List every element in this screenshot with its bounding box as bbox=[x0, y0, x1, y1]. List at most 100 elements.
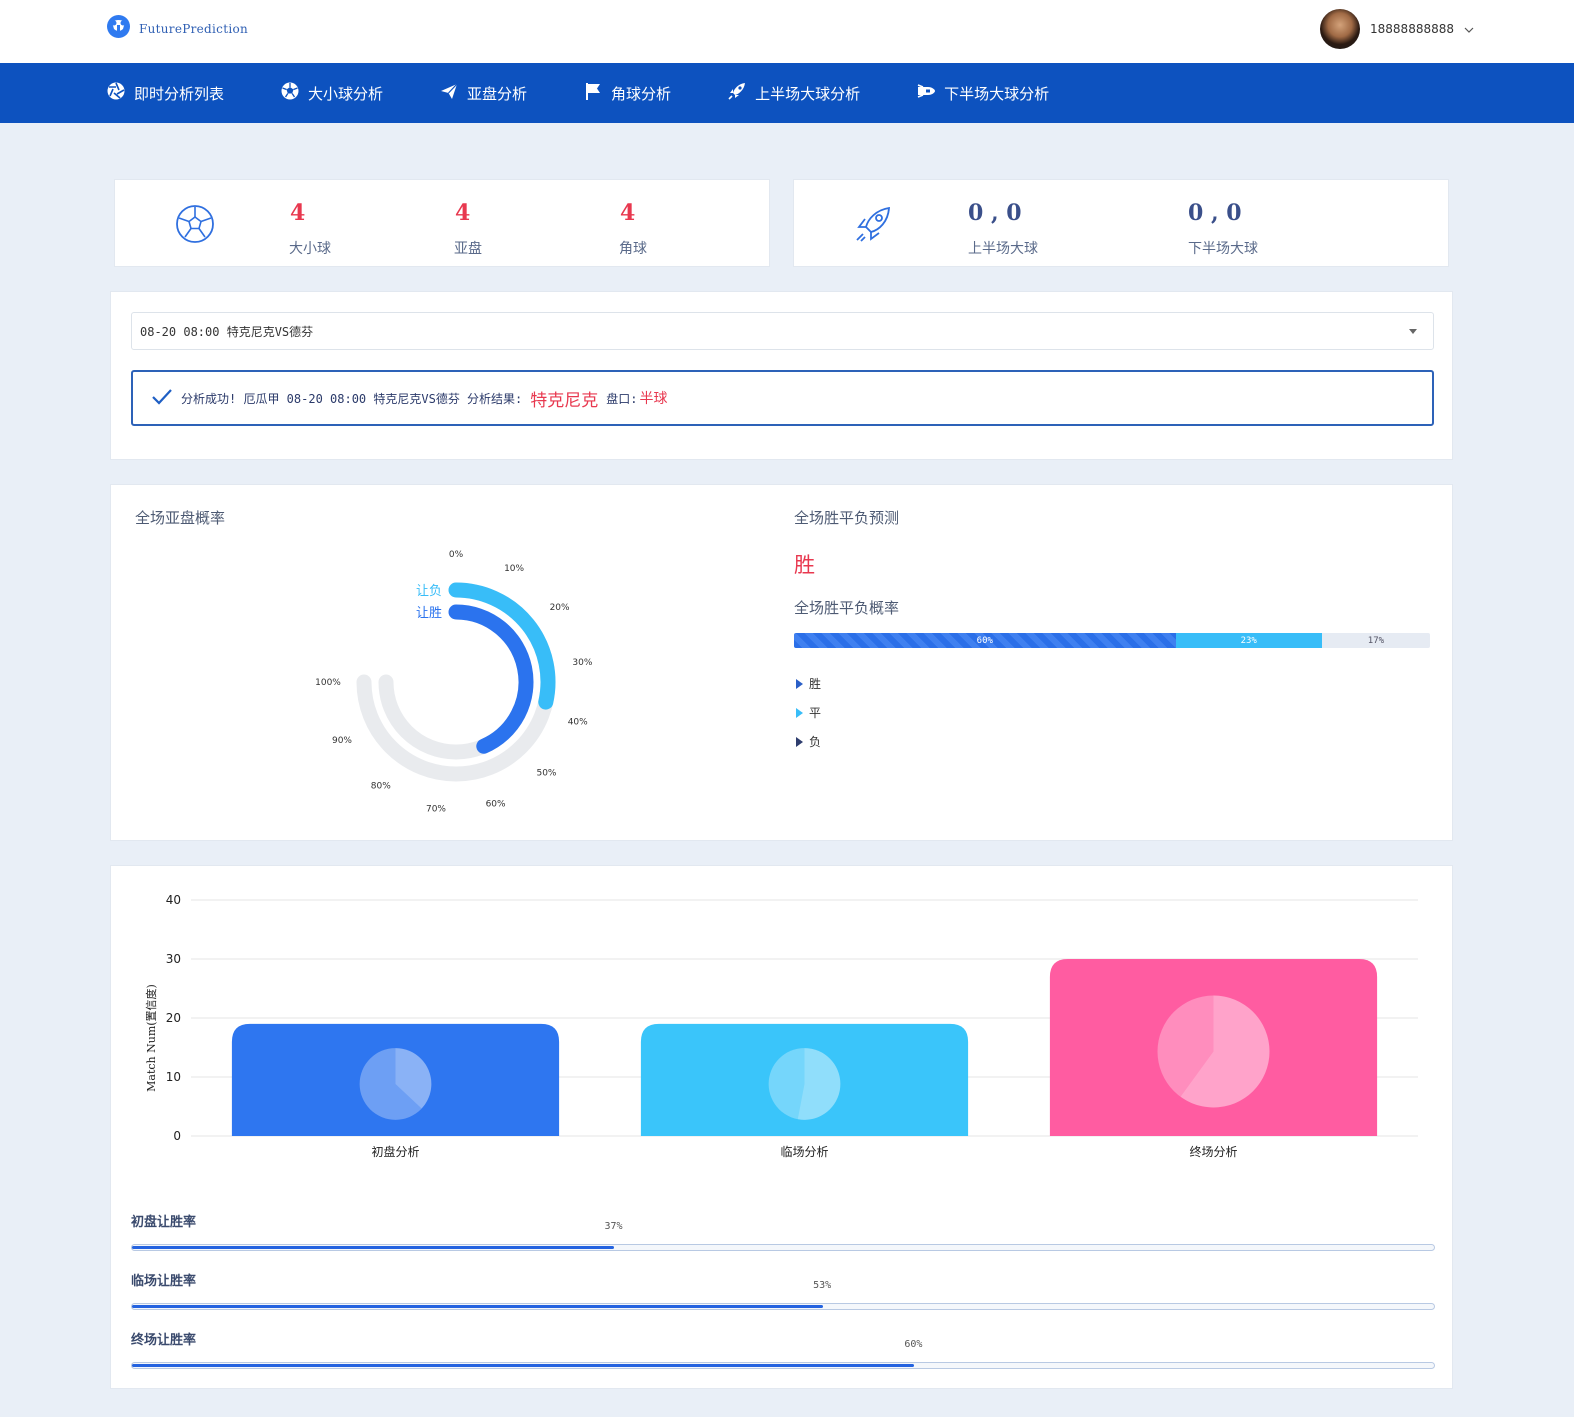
progress-track-initial bbox=[131, 1244, 1435, 1251]
bar-inner-pie bbox=[359, 1048, 432, 1120]
stats-card-right: 0 , 0 上半场大球 0 , 0 下半场大球 bbox=[793, 179, 1449, 267]
alert-team: 特克尼克 bbox=[530, 390, 599, 411]
nav-item-first-half[interactable]: 上半场大球分析 bbox=[727, 81, 860, 105]
triangle-right-icon bbox=[796, 736, 803, 747]
avatar[interactable] bbox=[1320, 9, 1361, 49]
y-tick-label: 30 bbox=[166, 952, 181, 966]
gauge-series-label: 让负 bbox=[416, 584, 442, 599]
bar[interactable] bbox=[640, 1023, 969, 1136]
bar-inner-pie bbox=[1157, 995, 1270, 1108]
paper-plane-icon bbox=[439, 81, 459, 105]
result-prob-title: 全场胜平负概率 bbox=[794, 599, 900, 617]
main-nav: 即时分析列表 大小球分析 亚盘分析 角球分析 上半场大球分析 下半场大球分析 bbox=[0, 63, 1574, 123]
y-tick-label: 0 bbox=[173, 1129, 181, 1143]
segment-label: 23% bbox=[1240, 635, 1257, 646]
bar-chart-card: 0 10 20 30 40 初盘分析 临场分析 终场分析 Match Num(置信度) 初盘… bbox=[110, 865, 1453, 1389]
stat-value-corner: 4 bbox=[620, 200, 636, 226]
user-menu[interactable]: 18888888888 bbox=[1320, 9, 1474, 49]
legend-item-loss[interactable]: 负 bbox=[796, 733, 821, 750]
progress-pct-live: 53% bbox=[813, 1280, 832, 1291]
bar[interactable] bbox=[231, 1023, 560, 1136]
user-phone: 18888888888 bbox=[1370, 22, 1454, 36]
bar-inner-pie bbox=[768, 1048, 841, 1120]
stat-label-first-half: 上半场大球 bbox=[968, 241, 1038, 257]
segment-label: 17% bbox=[1367, 635, 1385, 646]
gauge-tick-label: 60% bbox=[486, 800, 506, 810]
caret-down-icon bbox=[1409, 329, 1417, 334]
nav-label: 下半场大球分析 bbox=[944, 84, 1050, 103]
win-draw-loss-bar: 60% 23% 17% bbox=[794, 633, 1430, 648]
stat-value-over-under: 4 bbox=[290, 200, 306, 226]
gauge-tick-label: 0% bbox=[449, 550, 464, 560]
match-select-value: 08-20 08:00 特克尼克VS德芬 bbox=[140, 325, 314, 339]
rocket-icon bbox=[852, 204, 894, 250]
stat-value-asian: 4 bbox=[455, 200, 471, 226]
progress-label-final: 终场让胜率 bbox=[131, 1333, 197, 1348]
asian-handicap-title: 全场亚盘概率 bbox=[135, 509, 226, 527]
x-tick-label: 临场分析 bbox=[780, 1145, 828, 1159]
nav-item-asian-handicap[interactable]: 亚盘分析 bbox=[439, 81, 527, 105]
legend-item-draw[interactable]: 平 bbox=[796, 704, 821, 721]
progress-fill bbox=[132, 1305, 824, 1308]
flag-icon bbox=[583, 81, 603, 105]
nav-label: 大小球分析 bbox=[308, 84, 384, 103]
gauge-arc bbox=[448, 604, 534, 754]
stats-card-left: 4 大小球 4 亚盘 4 角球 bbox=[114, 179, 770, 267]
bar-inner-pie-slice bbox=[395, 1048, 432, 1109]
gauge-tick-label: 40% bbox=[568, 718, 588, 728]
nav-item-over-under[interactable]: 大小球分析 bbox=[280, 81, 383, 105]
result-title: 全场胜平负预测 bbox=[794, 509, 900, 527]
alert-text: 分析成功! 厄瓜甲 08-20 08:00 特克尼克VS德芬 分析结果: bbox=[181, 391, 523, 406]
gauge-tick-label: 50% bbox=[536, 769, 556, 779]
stat-label-asian: 亚盘 bbox=[454, 241, 482, 257]
stat-label-second-half: 下半场大球 bbox=[1188, 241, 1258, 257]
space-shuttle-icon bbox=[916, 81, 936, 105]
nav-label: 角球分析 bbox=[611, 84, 672, 103]
y-tick-label: 10 bbox=[166, 1070, 181, 1084]
stat-value-first-half: 0 , 0 bbox=[968, 200, 1022, 226]
nav-item-second-half[interactable]: 下半场大球分析 bbox=[916, 81, 1049, 105]
bar-segment-loss: 17% bbox=[1321, 633, 1430, 648]
gauge-series-label: 让胜 bbox=[416, 606, 442, 621]
soccer-ball-icon bbox=[280, 81, 300, 105]
gauge-arc bbox=[448, 582, 556, 710]
nav-label: 即时分析列表 bbox=[134, 84, 225, 103]
bar-inner-pie-slice bbox=[1180, 995, 1270, 1108]
chevron-down-icon[interactable] bbox=[1464, 20, 1474, 39]
progress-track-final bbox=[131, 1362, 1435, 1369]
triangle-right-icon bbox=[796, 707, 803, 718]
y-tick-label: 40 bbox=[166, 893, 181, 907]
match-select[interactable]: 08-20 08:00 特克尼克VS德芬 bbox=[131, 312, 1434, 350]
analysis-alert: 分析成功! 厄瓜甲 08-20 08:00 特克尼克VS德芬 分析结果: 特克尼… bbox=[131, 370, 1434, 426]
triangle-right-icon bbox=[796, 678, 803, 689]
gauge-tick-label: 100% bbox=[315, 678, 341, 688]
segment-label: 60% bbox=[976, 635, 993, 646]
legend-item-win[interactable]: 胜 bbox=[796, 675, 821, 692]
stat-value-second-half: 0 , 0 bbox=[1188, 200, 1242, 226]
logo[interactable]: FuturePrediction bbox=[106, 14, 248, 43]
bar-inner-pie-slice bbox=[797, 1048, 841, 1120]
bar[interactable] bbox=[1049, 959, 1378, 1136]
nav-item-corner[interactable]: 角球分析 bbox=[583, 81, 671, 105]
legend-label: 平 bbox=[809, 706, 822, 720]
bar-segment-draw: 23% bbox=[1175, 633, 1322, 648]
prediction-result: 胜 bbox=[794, 553, 815, 577]
gauge-tick-label: 10% bbox=[504, 564, 524, 574]
aperture-icon bbox=[106, 81, 126, 105]
alert-handicap-value: 半球 bbox=[639, 391, 668, 407]
progress-pct-initial: 37% bbox=[604, 1221, 623, 1232]
progress-pct-final: 60% bbox=[904, 1339, 923, 1350]
gauge-tick-label: 30% bbox=[572, 658, 592, 668]
nav-label: 亚盘分析 bbox=[467, 84, 528, 103]
gauge-tick-label: 90% bbox=[332, 736, 352, 746]
gauge-tick-label: 20% bbox=[550, 603, 570, 613]
progress-fill bbox=[132, 1364, 915, 1367]
alert-handicap-label: 盘口: bbox=[606, 391, 638, 406]
progress-label-live: 临场让胜率 bbox=[131, 1274, 197, 1289]
match-select-card: 08-20 08:00 特克尼克VS德芬 分析成功! 厄瓜甲 08-20 08:… bbox=[110, 291, 1453, 460]
stat-label-corner: 角球 bbox=[619, 241, 647, 257]
nav-item-live-analysis[interactable]: 即时分析列表 bbox=[106, 81, 224, 105]
x-tick-label: 终场分析 bbox=[1189, 1144, 1237, 1159]
stat-label-over-under: 大小球 bbox=[289, 241, 331, 257]
